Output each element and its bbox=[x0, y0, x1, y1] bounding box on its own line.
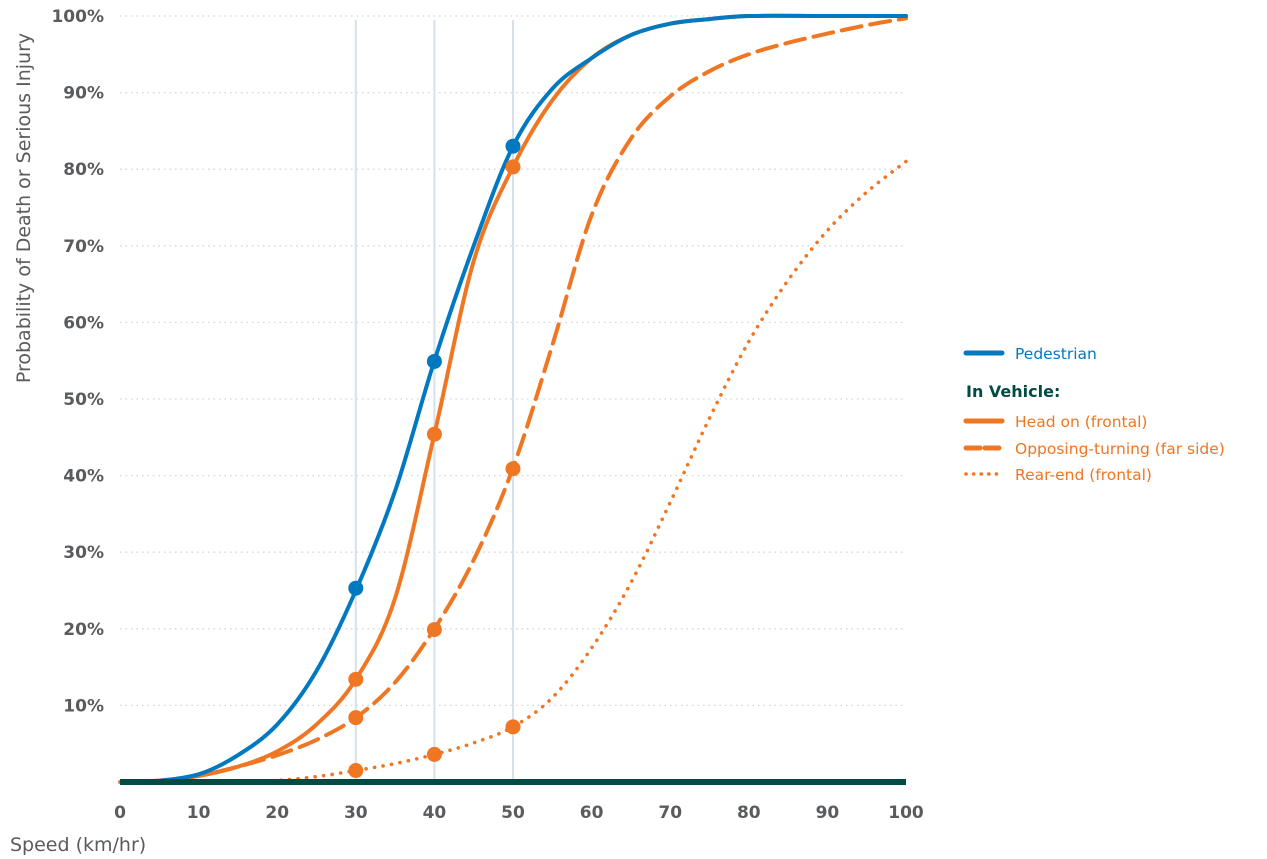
x-axis-label: Speed (km/hr) bbox=[10, 834, 146, 856]
x-tick-label: 20 bbox=[265, 803, 289, 823]
y-axis-label: Probability of Death or Serious Injury bbox=[13, 33, 35, 383]
x-tick-label: 60 bbox=[580, 803, 604, 823]
data-point-marker bbox=[505, 461, 521, 477]
series-markers bbox=[348, 138, 521, 779]
data-point-marker bbox=[426, 353, 442, 369]
y-tick-label: 90% bbox=[63, 84, 104, 104]
x-tick-label: 80 bbox=[737, 803, 761, 823]
x-tick-label: 70 bbox=[658, 803, 682, 823]
x-tick-label: 10 bbox=[187, 803, 211, 823]
data-point-marker bbox=[348, 763, 364, 779]
series-line-pedestrian bbox=[149, 13, 908, 784]
data-point-marker bbox=[348, 671, 364, 687]
y-tick-label: 80% bbox=[63, 160, 104, 180]
data-point-marker bbox=[426, 622, 442, 638]
data-point-marker bbox=[505, 719, 521, 735]
legend: Pedestrian In Vehicle: Head on (frontal) Op… bbox=[963, 345, 1225, 484]
x-tick-label: 90 bbox=[816, 803, 840, 823]
reference-lines bbox=[354, 20, 514, 782]
data-point-marker bbox=[505, 138, 521, 154]
y-tick-label: 30% bbox=[63, 543, 104, 563]
y-tick-label: 20% bbox=[63, 620, 104, 640]
legend-heading: In Vehicle: bbox=[966, 382, 1060, 401]
y-tick-label: 60% bbox=[63, 313, 104, 333]
legend-label: Head on (frontal) bbox=[1015, 413, 1147, 431]
x-tick-label: 100 bbox=[888, 803, 924, 823]
y-tick-label: 10% bbox=[63, 696, 104, 716]
legend-label: Pedestrian bbox=[1015, 345, 1097, 363]
x-tick-label: 50 bbox=[501, 803, 525, 823]
series-lines bbox=[118, 13, 908, 784]
legend-label: Rear-end (frontal) bbox=[1015, 466, 1152, 484]
y-tick-label: 40% bbox=[63, 467, 104, 487]
y-tick-label: 70% bbox=[63, 237, 104, 257]
legend-label: Opposing-turning (far side) bbox=[1015, 440, 1225, 458]
data-point-marker bbox=[505, 159, 521, 175]
data-point-marker bbox=[426, 426, 442, 442]
x-tick-label: 30 bbox=[344, 803, 368, 823]
data-point-marker bbox=[348, 710, 364, 726]
series-line-rear-end-frontal bbox=[236, 159, 908, 784]
data-point-marker bbox=[348, 580, 364, 596]
x-tick-label: 40 bbox=[423, 803, 447, 823]
data-point-marker bbox=[426, 746, 442, 762]
y-tick-label: 100% bbox=[51, 7, 104, 27]
x-tick-label: 0 bbox=[114, 803, 126, 823]
y-tick-label: 50% bbox=[63, 390, 104, 410]
series-line-opposing-turning-far-side bbox=[157, 16, 908, 784]
axes: 10% 20% 30% 40% 50% 60% 70% 80% 90% 100% 0 10 20 30 40… bbox=[10, 7, 924, 856]
